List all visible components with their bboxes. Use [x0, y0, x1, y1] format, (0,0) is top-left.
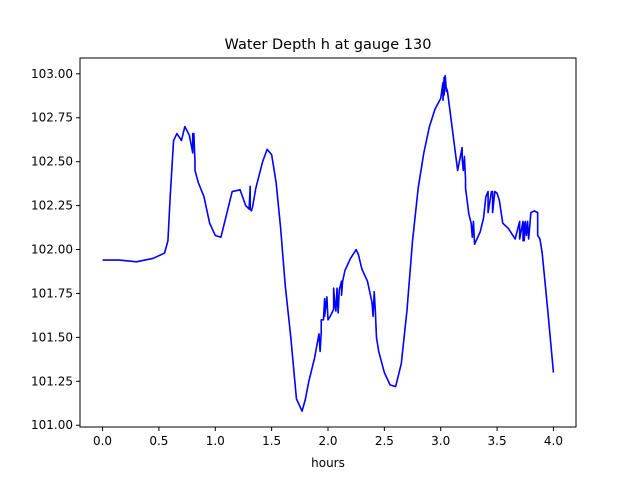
x-tick-label: 3.5 — [488, 434, 507, 448]
x-tick-label: 3.0 — [431, 434, 450, 448]
y-axis: 101.00 101.25 101.50 101.75 102.00 102.25 102.… — [31, 67, 80, 432]
y-tick-label: 101.50 — [31, 330, 73, 344]
x-tick-label: 0.0 — [93, 434, 112, 448]
water-depth-line — [102, 74, 555, 412]
plot-frame — [79, 57, 577, 428]
x-tick-label: 2.0 — [318, 434, 337, 448]
x-axis: 0.0 0.5 1.0 1.5 2.0 2.5 3.0 3.5 4.0 — [93, 427, 563, 448]
y-tick-label: 101.25 — [31, 374, 73, 388]
x-tick-label: 4.0 — [544, 434, 563, 448]
x-tick-label: 0.5 — [149, 434, 168, 448]
x-tick-label: 1.0 — [206, 434, 225, 448]
x-axis-label: hours — [311, 456, 345, 470]
x-tick-label: 1.5 — [262, 434, 281, 448]
y-tick-label: 102.00 — [31, 243, 73, 257]
y-tick-label: 102.25 — [31, 199, 73, 213]
y-tick-label: 101.00 — [31, 418, 73, 432]
y-tick-label: 101.75 — [31, 286, 73, 300]
x-tick-label: 2.5 — [375, 434, 394, 448]
chart-title: Water Depth h at gauge 130 — [225, 37, 432, 53]
y-tick-label: 102.75 — [31, 111, 73, 125]
y-tick-label: 103.00 — [31, 67, 73, 81]
plot-area — [80, 58, 576, 427]
y-tick-label: 102.50 — [31, 155, 73, 169]
